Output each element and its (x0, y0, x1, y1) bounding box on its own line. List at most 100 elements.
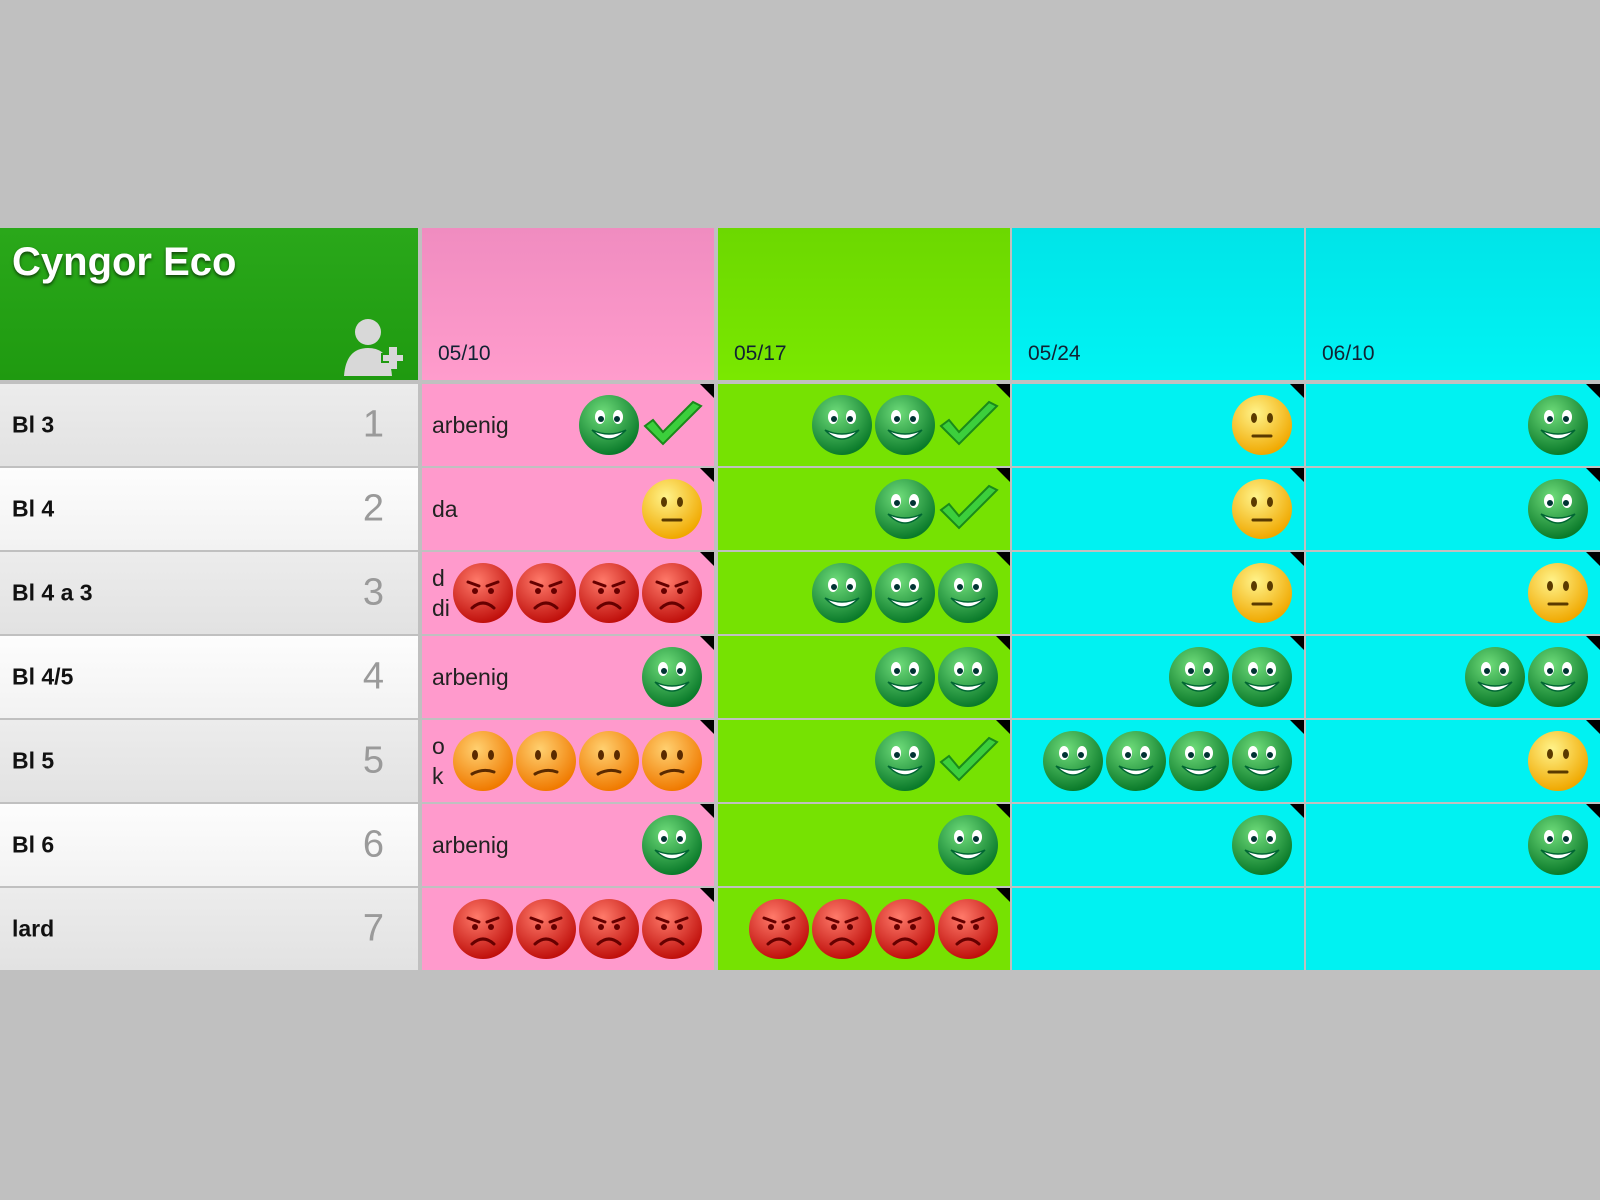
status-icons (1231, 394, 1293, 456)
status-icons (641, 478, 703, 540)
cell[interactable] (718, 804, 1010, 886)
cell[interactable] (1012, 384, 1304, 466)
cell[interactable]: arbenig (422, 636, 714, 718)
row-name: Bl 5 (12, 747, 55, 774)
row-number: 7 (362, 907, 384, 950)
row-header[interactable]: Bl 5 5 (0, 720, 418, 802)
note-corner (1290, 468, 1304, 482)
happy-icon (1231, 646, 1293, 708)
cell[interactable] (1306, 552, 1600, 634)
note-corner (700, 888, 714, 902)
cell[interactable]: d di (422, 552, 714, 634)
sad-icon (452, 562, 514, 624)
cell[interactable] (1012, 552, 1304, 634)
sad-icon (811, 898, 873, 960)
cell[interactable] (1306, 804, 1600, 886)
cell[interactable] (422, 888, 714, 970)
status-icons (1231, 562, 1293, 624)
cell[interactable] (718, 384, 1010, 466)
cell[interactable] (718, 552, 1010, 634)
cell[interactable] (1012, 468, 1304, 550)
header-panel (0, 228, 418, 380)
note-corner (1586, 720, 1600, 734)
cell[interactable] (1012, 636, 1304, 718)
cell[interactable] (1012, 804, 1304, 886)
happy-icon (937, 814, 999, 876)
note-corner (700, 804, 714, 818)
note-corner (1290, 720, 1304, 734)
row-header[interactable]: Bl 3 1 (0, 384, 418, 466)
confused-icon (641, 730, 703, 792)
date-column-header[interactable]: 06/10 (1306, 228, 1600, 380)
row-header[interactable]: Bl 4/5 4 (0, 636, 418, 718)
happy-icon (811, 562, 873, 624)
sad-icon (515, 562, 577, 624)
note-corner (700, 720, 714, 734)
happy-icon (1464, 646, 1526, 708)
note-corner (1586, 804, 1600, 818)
note-corner (1586, 552, 1600, 566)
cell[interactable]: arbenig (422, 384, 714, 466)
date-column-header[interactable]: 05/10 (422, 228, 714, 380)
happy-icon (1168, 646, 1230, 708)
happy-icon (641, 646, 703, 708)
cell-note: arbenig (432, 832, 509, 858)
cell[interactable]: o k (422, 720, 714, 802)
cell[interactable] (1306, 720, 1600, 802)
date-column-header[interactable]: 05/17 (718, 228, 1010, 380)
status-icons (452, 562, 703, 624)
neutral-icon (1231, 562, 1293, 624)
row-number: 4 (362, 655, 384, 698)
cell[interactable] (718, 468, 1010, 550)
row-number: 1 (362, 403, 384, 446)
cell[interactable] (1306, 636, 1600, 718)
date-label: 06/10 (1322, 342, 1375, 365)
note-corner (996, 636, 1010, 650)
happy-icon (937, 646, 999, 708)
note-corner (700, 384, 714, 398)
cell[interactable] (1306, 468, 1600, 550)
note-corner (1290, 552, 1304, 566)
happy-icon (641, 814, 703, 876)
row-number: 6 (362, 823, 384, 866)
row-number: 2 (362, 487, 384, 530)
row-header[interactable]: Bl 6 6 (0, 804, 418, 886)
date-label: 05/24 (1028, 342, 1081, 365)
check-icon (940, 485, 998, 529)
cell[interactable] (1012, 720, 1304, 802)
cell[interactable] (1012, 888, 1304, 970)
sad-icon (578, 898, 640, 960)
neutral-icon (1231, 394, 1293, 456)
cell[interactable] (718, 888, 1010, 970)
add-person-button[interactable] (342, 314, 406, 376)
row-header[interactable]: Bl 4 2 (0, 468, 418, 550)
cell-note: arbenig (432, 412, 509, 438)
status-icons (1231, 478, 1293, 540)
cell[interactable]: da (422, 468, 714, 550)
status-icons (1527, 478, 1589, 540)
cell[interactable] (1306, 384, 1600, 466)
row-name: Bl 3 (12, 411, 55, 438)
happy-icon (1527, 394, 1589, 456)
row-name: Bl 4/5 (12, 663, 74, 690)
status-icons (874, 730, 998, 792)
happy-icon (937, 562, 999, 624)
status-icons (937, 814, 999, 876)
cell[interactable]: arbenig (422, 804, 714, 886)
date-column-header[interactable]: 05/24 (1012, 228, 1304, 380)
note-corner (996, 468, 1010, 482)
happy-icon (1168, 730, 1230, 792)
row-header[interactable]: Bl 4 a 3 3 (0, 552, 418, 634)
note-corner (996, 720, 1010, 734)
cell[interactable] (1306, 888, 1600, 970)
status-icons (452, 898, 703, 960)
confused-icon (515, 730, 577, 792)
row-header[interactable]: lard 7 (0, 888, 418, 970)
note-corner (1290, 636, 1304, 650)
happy-icon (874, 394, 936, 456)
cell[interactable] (718, 636, 1010, 718)
cell[interactable] (718, 720, 1010, 802)
note-corner (700, 468, 714, 482)
row-name: lard (12, 915, 55, 942)
